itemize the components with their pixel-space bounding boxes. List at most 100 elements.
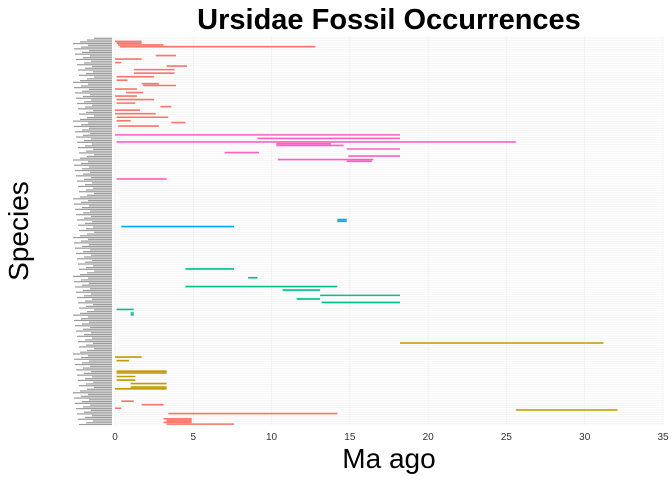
species-tick-label xyxy=(91,409,112,412)
species-tick-label xyxy=(94,76,112,78)
species-tick-label xyxy=(77,413,112,415)
species-tick-label xyxy=(74,319,112,322)
species-tick-label xyxy=(88,277,112,279)
species-tick-label xyxy=(76,291,112,293)
species-tick-label xyxy=(78,379,112,382)
species-tick-label xyxy=(84,411,112,413)
species-tick-label xyxy=(77,180,112,182)
plot-grid xyxy=(114,36,664,426)
species-tick-label xyxy=(92,415,112,417)
species-tick-label xyxy=(94,348,112,350)
species-tick-label xyxy=(87,233,112,235)
species-tick-label xyxy=(84,372,112,374)
species-tick-label xyxy=(74,242,112,244)
species-tick-label xyxy=(87,311,112,313)
species-tick-label xyxy=(75,325,112,327)
species-tick-label xyxy=(73,314,112,316)
species-tick-label xyxy=(90,365,112,367)
species-tick-label xyxy=(76,58,112,61)
species-tick-label xyxy=(75,92,112,94)
species-tick-label xyxy=(84,62,112,64)
species-tick-label xyxy=(90,288,112,290)
species-tick-label xyxy=(84,101,112,103)
x-tick-label: 10 xyxy=(266,432,278,443)
species-tick-label xyxy=(88,122,112,124)
species-tick-label xyxy=(84,178,112,180)
species-tick-label xyxy=(85,145,112,147)
species-tick-label xyxy=(79,152,112,154)
species-tick-label xyxy=(82,284,112,286)
species-tick-label xyxy=(85,67,112,69)
species-tick-label xyxy=(80,157,112,159)
species-tick-label xyxy=(83,367,112,369)
species-tick-label xyxy=(91,60,112,62)
species-tick-label xyxy=(79,74,112,76)
species-tick-label xyxy=(83,57,112,59)
species-tick-label xyxy=(93,226,112,228)
species-tick-label xyxy=(74,281,112,283)
species-tick-label xyxy=(89,399,112,401)
species-tick-label xyxy=(80,274,112,276)
species-tick-label xyxy=(85,339,112,341)
species-tick-label xyxy=(73,198,112,200)
species-tick-label xyxy=(74,48,112,50)
species-tick-label xyxy=(93,381,112,383)
species-tick-label xyxy=(91,332,112,334)
species-tick-label xyxy=(74,87,112,89)
species-tick-label xyxy=(92,182,112,184)
species-tick-label xyxy=(77,374,112,376)
species-tick-label xyxy=(79,307,112,309)
x-tick-label: 15 xyxy=(344,432,356,443)
species-tick-label xyxy=(81,318,112,320)
species-tick-label xyxy=(91,254,112,256)
species-tick-label xyxy=(86,266,112,269)
species-tick-label xyxy=(84,139,112,142)
x-tick-label: 35 xyxy=(657,432,669,443)
species-tick-label xyxy=(82,362,112,364)
species-tick-label xyxy=(73,353,112,355)
species-tick-label xyxy=(83,173,112,175)
species-tick-label xyxy=(81,46,112,48)
species-tick-label xyxy=(89,282,112,285)
species-tick-label xyxy=(77,102,112,105)
species-tick-label xyxy=(89,205,112,207)
species-tick-label xyxy=(83,212,112,214)
species-tick-label xyxy=(82,245,112,247)
species-tick-label xyxy=(94,154,112,156)
species-tick-label xyxy=(78,108,112,110)
species-tick-label xyxy=(82,400,112,403)
species-tick-label xyxy=(93,342,112,344)
species-tick-label xyxy=(84,256,112,258)
species-tick-label xyxy=(89,50,112,52)
species-tick-label xyxy=(75,53,112,55)
species-tick-label xyxy=(90,249,112,251)
species-tick-label xyxy=(91,215,112,218)
species-tick-label xyxy=(93,109,112,112)
species-tick-label xyxy=(87,388,112,390)
species-tick-label xyxy=(81,124,112,126)
species-tick-label xyxy=(88,199,112,202)
species-tick-label xyxy=(75,169,112,172)
x-axis-title: Ma ago xyxy=(342,443,435,474)
species-tick-label xyxy=(83,95,112,98)
species-tick-label xyxy=(81,85,112,87)
species-tick-label xyxy=(80,235,112,237)
species-tick-label xyxy=(88,161,112,163)
species-tick-label xyxy=(74,358,112,360)
species-tick-label xyxy=(92,221,112,223)
species-tick-label xyxy=(89,127,112,129)
species-tick-label xyxy=(89,166,112,168)
species-tick-label xyxy=(86,383,112,385)
species-tick-label xyxy=(79,191,112,193)
species-tick-label xyxy=(81,201,112,203)
species-tick-label xyxy=(93,420,112,422)
species-tick-label xyxy=(92,259,112,262)
species-tick-label xyxy=(94,37,112,39)
species-tick-label xyxy=(73,392,112,394)
species-tick-label xyxy=(75,402,112,404)
species-tick-label xyxy=(73,159,112,161)
species-tick-label xyxy=(82,51,112,53)
species-tick-label xyxy=(94,192,112,195)
species-tick-label xyxy=(89,360,112,362)
